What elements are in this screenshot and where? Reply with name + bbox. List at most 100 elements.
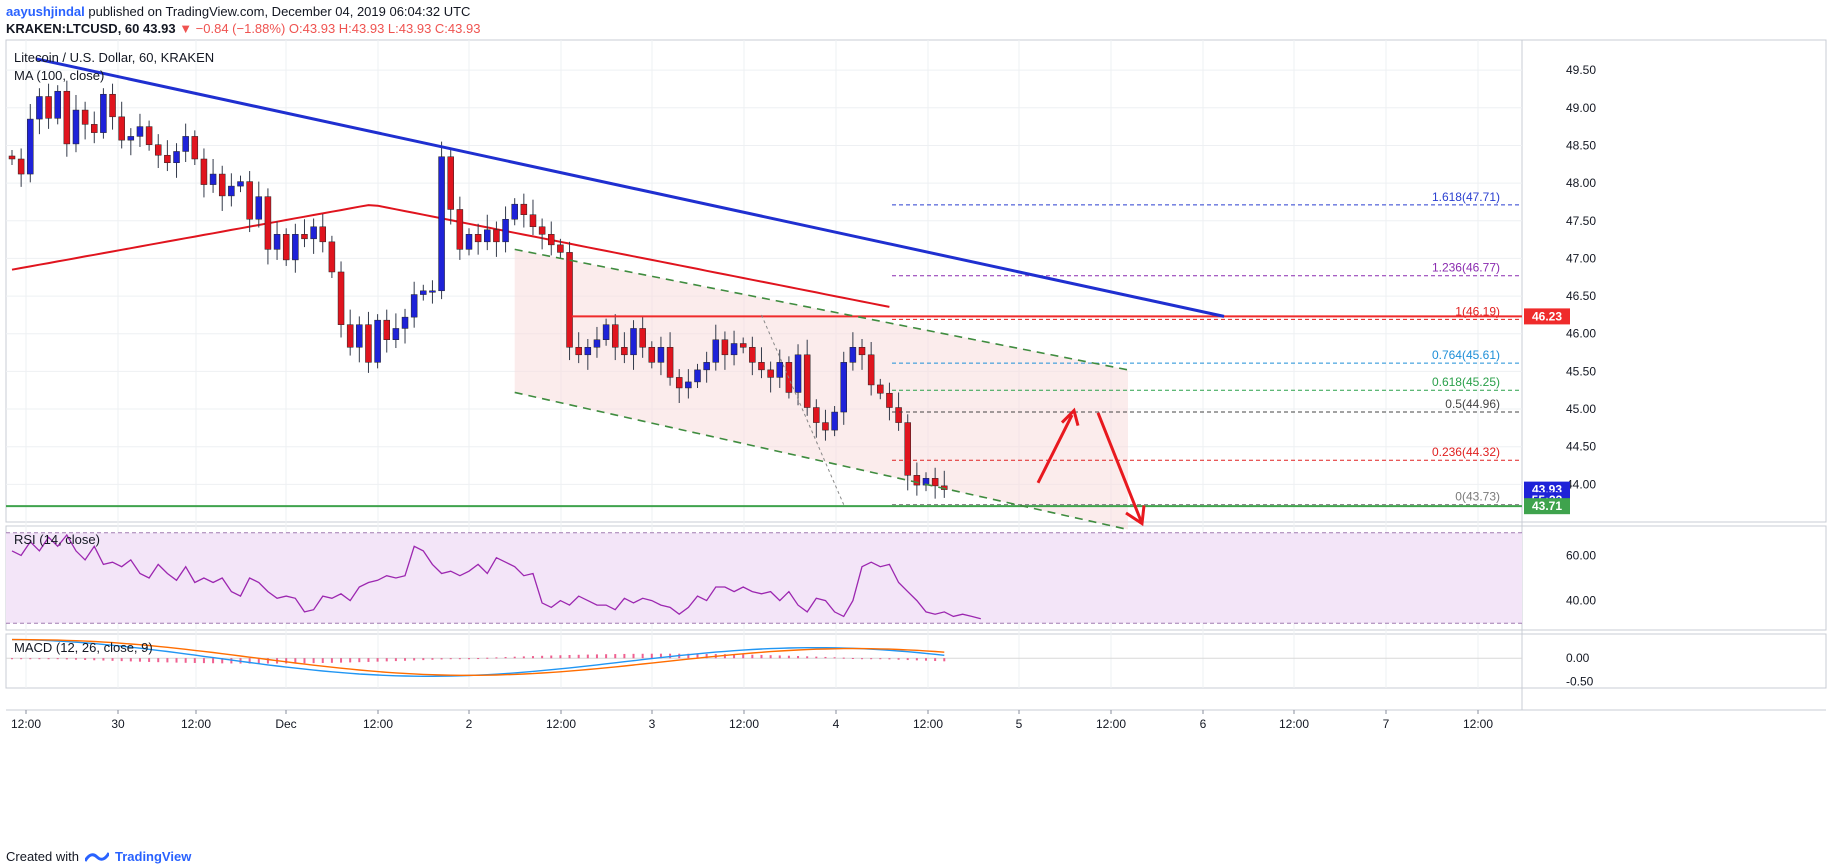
candle-body [401, 316, 409, 329]
candle-body [17, 158, 25, 175]
tradingview-brand[interactable]: TradingView [114, 849, 192, 864]
macd-histogram-bar [504, 657, 507, 659]
candle-body [200, 158, 208, 185]
candle-body [127, 136, 135, 141]
candle-body [282, 234, 290, 261]
macd-histogram-bar [696, 653, 699, 659]
candle-body [182, 136, 189, 152]
author-link[interactable]: aayushjindal [6, 4, 85, 19]
y-tick-label: 44.00 [1566, 477, 1596, 491]
macd-histogram-bar [166, 658, 169, 663]
x-tick-label: 6 [1200, 717, 1207, 731]
macd-histogram-bar [385, 658, 388, 662]
candle-body [301, 234, 308, 240]
macd-histogram-bar [943, 658, 946, 662]
macd-histogram-bar [787, 655, 790, 659]
macd-histogram-bar [330, 658, 333, 663]
candle-body [81, 109, 89, 125]
rsi-line [11, 533, 981, 620]
x-tick-label: 12:00 [181, 717, 211, 731]
candle-body [218, 173, 226, 197]
candle-body [109, 93, 116, 118]
y-tick-label: 47.00 [1566, 251, 1596, 265]
macd-histogram-bar [641, 653, 644, 659]
candle-body [447, 156, 454, 210]
macd-histogram-bar [586, 654, 589, 659]
ma-indicator-label: MA (100, close) [14, 68, 104, 83]
fib-level-label: 0.764(45.61) [1432, 348, 1500, 362]
chart-header: aayushjindal published on TradingView.co… [6, 3, 480, 37]
macd-histogram-bar [595, 654, 598, 659]
x-tick-label: 7 [1383, 717, 1390, 731]
red-down-arrow [1096, 412, 1144, 525]
x-tick-label: 12:00 [546, 717, 576, 731]
candle-body [136, 126, 144, 137]
macd-histogram-bar [431, 658, 434, 660]
candle-body [474, 234, 482, 243]
macd-histogram-bar [285, 658, 288, 664]
candle-body [100, 93, 107, 133]
publish-line: aayushjindal published on TradingView.co… [6, 3, 480, 20]
symbol-line: KRAKEN:LTCUSD, 60 43.93 ▼ −0.84 (−1.88%)… [6, 20, 480, 37]
macd-histogram-bar [870, 658, 873, 660]
x-tick-label: Dec [275, 717, 296, 731]
candle-body [91, 124, 98, 133]
candle-body [730, 343, 738, 356]
macd-histogram-bar [29, 658, 32, 660]
candle-body [456, 209, 464, 250]
candle-body [72, 109, 80, 145]
candle-body [173, 151, 180, 164]
candle-body [54, 90, 61, 119]
candle-body [575, 347, 582, 356]
x-tick-label: 12:00 [11, 717, 41, 731]
macd-histogram-bar [349, 658, 352, 663]
macd-histogram-bar [449, 658, 452, 660]
macd-histogram-bar [440, 658, 443, 660]
macd-histogram-bar [842, 657, 845, 659]
x-tick-label: 12:00 [913, 717, 943, 731]
candle-body [931, 478, 939, 487]
macd-histogram-bar [193, 658, 196, 663]
candle-body [803, 354, 811, 408]
macd-histogram-bar [650, 653, 653, 659]
macd-histogram-bar [120, 658, 123, 662]
candle-body [502, 218, 509, 243]
candle-body [118, 116, 125, 141]
candle-body [145, 126, 153, 145]
macd-histogram-bar [906, 658, 909, 661]
candle-body [758, 362, 765, 371]
macd-histogram-bar [148, 658, 151, 662]
candle-body [410, 294, 418, 318]
candle-body [895, 407, 902, 423]
red-up-arrow [1036, 414, 1074, 484]
candle-body [63, 90, 71, 145]
macd-histogram-bar [56, 658, 59, 660]
candle-body [630, 328, 637, 356]
macd-histogram-bar [157, 658, 160, 663]
macd-histogram-bar [925, 658, 927, 661]
candle-body [840, 362, 847, 413]
candle-body [45, 96, 52, 119]
candle-body [721, 339, 729, 356]
candle-body [383, 319, 390, 340]
macd-histogram-bar [458, 658, 461, 660]
x-tick-label: 12:00 [1096, 717, 1126, 731]
candle-body [739, 343, 747, 348]
macd-signal-line [12, 638, 945, 676]
macd-histogram-bar [797, 656, 800, 659]
macd-histogram-bar [376, 658, 379, 662]
candle-body [749, 347, 756, 363]
candle-body [822, 422, 829, 431]
y-tick-label: 47.50 [1566, 214, 1596, 228]
candle-body [611, 324, 619, 348]
macd-histogram-bar [303, 658, 306, 664]
candle-body [319, 226, 327, 243]
fib-level-label: 1.236(46.77) [1432, 261, 1500, 275]
macd-histogram-bar [47, 658, 50, 660]
macd-histogram-bar [367, 658, 370, 662]
footer: Created with TradingView [6, 849, 191, 864]
candle-body [794, 354, 802, 393]
macd-histogram-bar [851, 657, 854, 659]
macd-histogram-bar [623, 653, 626, 659]
